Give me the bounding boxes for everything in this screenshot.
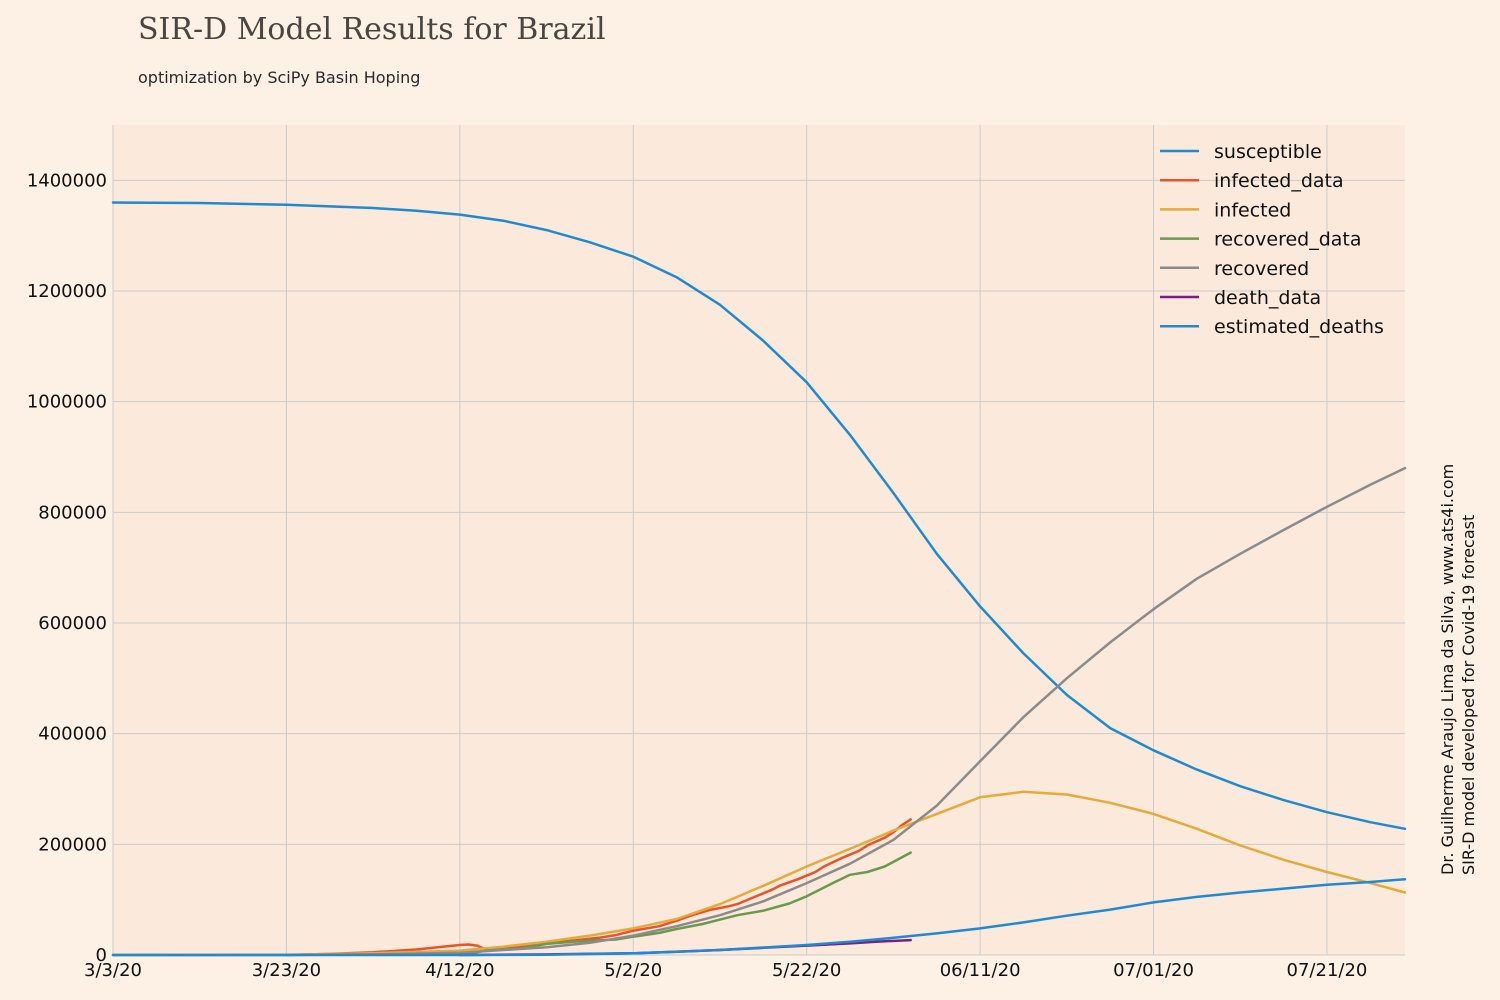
legend-label-infected: infected bbox=[1214, 199, 1291, 221]
x-tick-label: 5/2/20 bbox=[604, 960, 662, 981]
legend-label-recovered_data: recovered_data bbox=[1214, 229, 1362, 251]
y-tick-label: 1400000 bbox=[27, 170, 107, 191]
chart-subtitle: optimization by SciPy Basin Hoping bbox=[138, 68, 421, 87]
y-tick-label: 1000000 bbox=[27, 392, 107, 413]
legend-label-susceptible: susceptible bbox=[1214, 141, 1322, 163]
y-tick-label: 200000 bbox=[38, 834, 107, 855]
x-tick-label: 07/01/20 bbox=[1113, 960, 1194, 981]
credit-model-note: SIR-D model developed for Covid-19 forec… bbox=[1459, 515, 1478, 875]
series-line-infected bbox=[111, 790, 1407, 957]
y-tick-label: 400000 bbox=[38, 724, 107, 745]
legend-label-death_data: death_data bbox=[1214, 287, 1321, 309]
y-tick-label: 1200000 bbox=[27, 281, 107, 302]
axis-labels: 0 200000 400000 600000 800000 1000000 1200000 1… bbox=[27, 170, 1368, 981]
x-tick-label: 3/3/20 bbox=[84, 960, 142, 981]
y-tick-label: 600000 bbox=[38, 613, 107, 634]
series-line-recovered bbox=[111, 466, 1407, 957]
series-line-recovered_data bbox=[458, 851, 912, 957]
x-tick-label: 5/22/20 bbox=[772, 960, 841, 981]
series-line-estimated_deaths bbox=[111, 877, 1407, 957]
legend-label-recovered: recovered bbox=[1214, 258, 1309, 280]
y-tick-label: 0 bbox=[96, 945, 107, 966]
plot-area bbox=[113, 125, 1405, 955]
x-tick-label: 3/23/20 bbox=[252, 960, 321, 981]
x-tick-label: 06/11/20 bbox=[940, 960, 1021, 981]
chart-title: SIR-D Model Results for Brazil bbox=[138, 12, 606, 47]
legend-label-infected_data: infected_data bbox=[1214, 170, 1344, 192]
credit-author: Dr. Guilherme Araujo Lima da Silva, www.… bbox=[1438, 464, 1457, 875]
legend-label-estimated_deaths: estimated_deaths bbox=[1214, 316, 1384, 338]
legend: susceptible infected_data infected recovere… bbox=[1160, 141, 1384, 338]
series-line-infected_data bbox=[285, 818, 912, 957]
x-tick-label: 4/12/20 bbox=[425, 960, 494, 981]
x-tick-label: 07/21/20 bbox=[1287, 960, 1368, 981]
y-tick-label: 800000 bbox=[38, 502, 107, 523]
series-line-susceptible bbox=[111, 201, 1407, 831]
series-lines bbox=[111, 201, 1407, 957]
